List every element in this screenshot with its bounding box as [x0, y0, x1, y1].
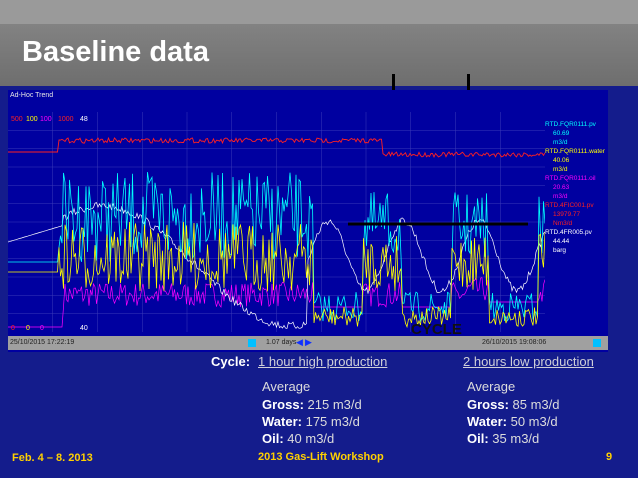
cycle-label: Cycle:: [211, 354, 251, 369]
trend-window-title: Ad-Hoc Trend: [10, 92, 54, 99]
legend-unit: barg: [553, 247, 567, 254]
legend-value: 20.63: [553, 184, 570, 191]
scale-label-yellow: 100: [26, 116, 38, 123]
bottom-label-white: 40: [80, 325, 88, 332]
right-gross: Gross: 85 m3/d: [467, 397, 560, 412]
arrow-right-icon[interactable]: ▶: [305, 337, 312, 347]
left-water: Water: 175 m3/d: [262, 414, 360, 429]
title-bar: [0, 0, 638, 86]
trend-legend: RTD.FQR0111.pv 60.69 m3/d RTD.FQR0111.wa…: [545, 120, 605, 255]
scroll-right-icon[interactable]: [593, 339, 601, 347]
time-span: 1.07 days: [266, 339, 297, 346]
left-oil: Oil: 40 m3/d: [262, 431, 335, 446]
legend-item-fic-pv[interactable]: RTD.4FIC001.pv: [545, 202, 594, 209]
right-oil: Oil: 35 m3/d: [467, 431, 540, 446]
pressure-trace: [8, 202, 545, 329]
scale-label-magenta: 100: [40, 116, 52, 123]
scale-label-red2: 1000: [58, 116, 74, 123]
arrow-left-icon[interactable]: ◀: [296, 337, 303, 347]
page-number: 9: [606, 451, 613, 463]
water-trace: [8, 221, 545, 329]
footer-workshop: 2013 Gas-Lift Workshop: [258, 451, 384, 463]
legend-item-fqr-pv[interactable]: RTD.FQR0111.pv: [545, 121, 596, 128]
legend-item-fqr-oil[interactable]: RTD.FQR0111.oil: [545, 175, 596, 182]
ad-hoc-trend-window[interactable]: Ad-Hoc Trend 500 100 100 1000 48 0 0 0 4…: [8, 90, 608, 352]
trend-plot[interactable]: 500 100 100 1000 48 0 0 0 40: [8, 112, 545, 332]
slide-title: Baseline data: [22, 36, 209, 68]
oil-trace: [8, 277, 545, 328]
footer-date: Feb. 4 – 8. 2013: [12, 452, 93, 464]
bottom-label-yellow: 0: [26, 325, 30, 332]
scale-label-white: 48: [80, 116, 88, 123]
right-water: Water: 50 m3/d: [467, 414, 558, 429]
scroll-left-icon[interactable]: [248, 339, 256, 347]
bottom-label-red: 0: [11, 325, 15, 332]
left-gross: Gross: 215 m3/d: [262, 397, 362, 412]
low-production-link[interactable]: 2 hours low production: [463, 354, 594, 369]
legend-value: 44.44: [553, 238, 570, 245]
legend-item-fqr-water[interactable]: RTD.FQR0111.water: [545, 148, 605, 155]
legend-value: 60.69: [553, 130, 570, 137]
title-bar-shine: [0, 0, 638, 24]
gaslift-trace: [8, 136, 545, 158]
cycle-marker-end: [467, 74, 470, 100]
legend-value: 40.06: [553, 157, 570, 164]
cycle-marker-start: [392, 74, 395, 100]
start-time: 25/10/2015 17:22:19: [10, 339, 75, 346]
end-time: 26/10/2015 19:08:06: [482, 339, 547, 346]
legend-unit: m3/d: [553, 139, 568, 146]
high-production-link[interactable]: 1 hour high production: [258, 354, 388, 369]
legend-unit: Nm3/d: [553, 220, 573, 227]
legend-unit: m3/d: [553, 166, 568, 173]
gross-trace: [8, 172, 545, 323]
legend-item-fr-pv[interactable]: RTD.4FR005.pv: [545, 229, 592, 236]
scale-labels: 500 100 100 1000 48 0 0 0 40: [11, 116, 88, 332]
right-average-heading: Average: [467, 379, 516, 394]
cycle-annotation: CYCLE: [411, 321, 462, 338]
legend-value: 13979.77: [553, 211, 581, 218]
legend-unit: m3/d: [553, 193, 568, 200]
left-average-heading: Average: [262, 379, 311, 394]
scale-label-red: 500: [11, 116, 23, 123]
plot-traces: [8, 136, 545, 329]
bottom-label-magenta: 0: [40, 325, 44, 332]
trend-time-bar: 25/10/2015 17:22:19 1.07 days ◀ ▶ 26/10/…: [8, 336, 608, 350]
